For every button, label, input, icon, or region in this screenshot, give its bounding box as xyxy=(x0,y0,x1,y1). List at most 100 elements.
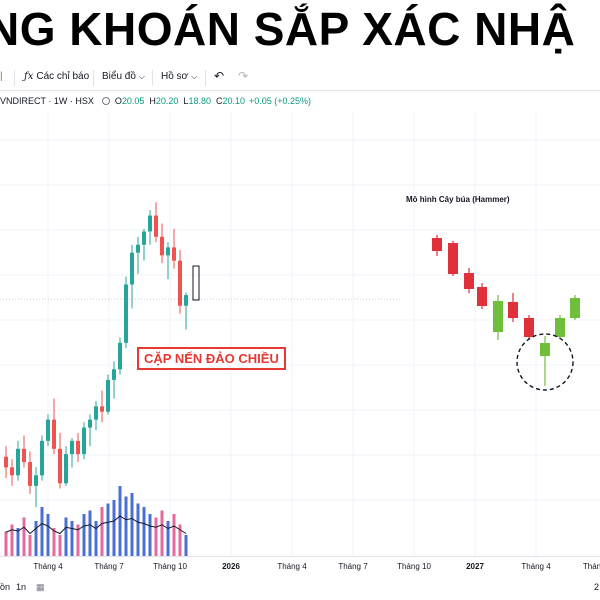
candle-body xyxy=(52,419,56,449)
hammer-candle-body xyxy=(432,238,442,251)
volume-bar xyxy=(40,507,44,556)
hammer-candle-body xyxy=(555,318,565,337)
chart-toolbar: | ƒx Các chỉ báo Biểu đồ ⌵ Hồ sơ ⌵ ↶ ↷ xyxy=(0,66,600,91)
toolbar-divider xyxy=(14,70,15,86)
hammer-candle-body xyxy=(477,287,487,306)
x-tick-label: Thán xyxy=(582,562,600,571)
hammer-candle-body xyxy=(524,318,534,337)
volume-bar xyxy=(22,517,26,556)
chart-legend: VNDIRECT · 1W · HSX O20.05 H20.20 L18.80… xyxy=(0,96,312,106)
volume-bar xyxy=(4,531,8,556)
hammer-candle-body xyxy=(570,298,580,318)
candle-body xyxy=(58,448,62,484)
overflow-icon: | xyxy=(0,71,3,82)
candle-body xyxy=(82,427,86,455)
volume-bar xyxy=(28,535,32,556)
x-tick-label: Tháng 7 xyxy=(94,562,124,571)
change-value: +0.05 (+0.25%) xyxy=(249,96,312,106)
candle-body xyxy=(100,406,104,412)
volume-bar xyxy=(16,528,20,556)
volume-bar xyxy=(184,535,188,556)
candle-body xyxy=(160,236,164,256)
x-tick-label: Tháng 7 xyxy=(338,562,368,571)
volume-bar xyxy=(106,503,110,556)
candle-body xyxy=(94,406,98,420)
chart-grid xyxy=(0,112,600,556)
hammer-candle-body xyxy=(540,343,550,356)
high-value: 20.20 xyxy=(155,96,179,106)
volume-bar xyxy=(94,521,98,556)
symbol-label[interactable]: VNDIRECT · 1W · HSX xyxy=(0,96,94,106)
banner: NG KHOÁN SẮP XÁC NHẬ xyxy=(0,0,600,66)
volume-bar xyxy=(52,528,56,556)
volume-bar xyxy=(142,507,146,556)
chart-type-button[interactable]: Biểu đồ ⌵ xyxy=(102,71,145,82)
time-axis[interactable]: Tháng 4 Tháng 7 Tháng 10 2026 Tháng 4 Th… xyxy=(0,556,600,575)
toolbar-overflow-button[interactable]: | xyxy=(0,71,3,82)
open-value: 20.05 xyxy=(121,96,145,106)
status-dot-icon xyxy=(101,97,110,105)
volume-bar xyxy=(88,510,92,556)
volume-bar xyxy=(70,521,74,556)
volume-bar xyxy=(148,514,152,556)
undo-button[interactable]: ↶ xyxy=(214,69,224,83)
hammer-pattern-diagram xyxy=(432,235,580,386)
volume-bar xyxy=(10,524,14,556)
calendar-icon[interactable]: ▦ xyxy=(36,582,45,592)
volume-bar xyxy=(172,514,176,556)
volume-bar xyxy=(112,500,116,556)
candle-body xyxy=(130,252,134,285)
indicators-label: Các chỉ báo xyxy=(36,71,90,82)
candle-body xyxy=(88,419,92,428)
candle-body xyxy=(10,467,14,476)
candle-body xyxy=(184,295,188,306)
candle-body xyxy=(4,456,8,468)
indicators-button[interactable]: ƒx Các chỉ báo xyxy=(24,71,89,82)
candle-body xyxy=(106,379,110,412)
volume-bar xyxy=(100,507,104,556)
hammer-candle-body xyxy=(448,243,458,274)
candle-body xyxy=(40,440,44,476)
candle-body xyxy=(16,448,20,476)
volume-bars xyxy=(4,486,188,556)
chart-type-label: Biểu đồ xyxy=(102,71,136,82)
candle-body xyxy=(34,475,38,486)
close-value: 20.10 xyxy=(222,96,245,106)
volume-bar xyxy=(160,510,164,556)
chevron-down-icon: ⌵ xyxy=(138,71,145,81)
volume-bar xyxy=(178,524,182,556)
candle-body xyxy=(118,342,122,370)
chevron-down-icon: ⌵ xyxy=(191,71,198,81)
x-tick-label: 2027 xyxy=(466,562,484,571)
candle-body xyxy=(142,231,146,245)
volume-bar xyxy=(46,514,50,556)
candle-body xyxy=(166,247,170,256)
hammer-title: Mô hình Cây búa (Hammer) xyxy=(406,195,510,204)
volume-bar xyxy=(76,524,80,556)
candle-body xyxy=(64,454,68,484)
candle-body xyxy=(28,462,32,486)
profile-button[interactable]: Hồ sơ ⌵ xyxy=(161,71,197,82)
volume-bar xyxy=(64,517,68,556)
undo-icon: ↶ xyxy=(214,69,225,83)
bottom-range-bar: ồn 1n ▦ 2 xyxy=(0,576,600,600)
hammer-highlight-circle xyxy=(516,333,574,391)
toolbar-divider xyxy=(93,70,94,86)
candle-body xyxy=(70,440,74,455)
toolbar-divider xyxy=(152,70,153,86)
candle-body xyxy=(22,448,26,463)
candle-body xyxy=(112,369,116,380)
volume-bar xyxy=(124,496,128,556)
candle-body xyxy=(124,284,128,343)
candle-body xyxy=(172,247,176,261)
redo-icon: ↷ xyxy=(238,69,249,83)
range-1m-button[interactable]: 1n xyxy=(16,582,27,592)
x-tick-label: Tháng 4 xyxy=(521,562,551,571)
range-button[interactable]: ồn xyxy=(0,582,11,592)
function-icon: ƒx xyxy=(24,71,34,82)
volume-bar xyxy=(136,503,140,556)
volume-bar xyxy=(118,486,122,556)
volume-bar xyxy=(154,517,158,556)
redo-button[interactable]: ↷ xyxy=(238,69,248,83)
candle-body xyxy=(154,215,158,237)
